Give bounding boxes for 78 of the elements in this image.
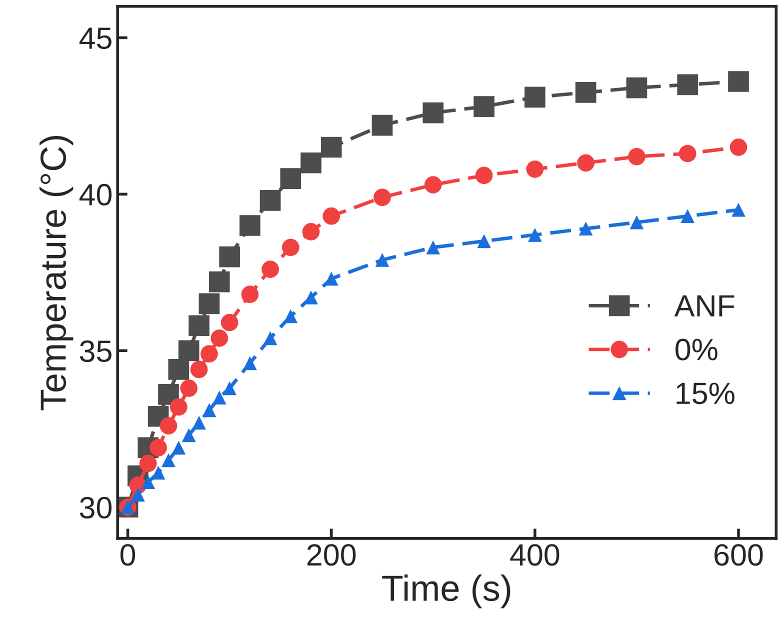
point: [200, 345, 218, 362]
legend-label: 0%: [676, 338, 718, 360]
point: [678, 144, 696, 162]
point: [324, 272, 338, 286]
point: [168, 359, 190, 380]
point: [302, 223, 320, 240]
point: [575, 82, 596, 103]
point: [626, 77, 648, 98]
point: [528, 228, 542, 242]
point: [263, 331, 278, 346]
point: [162, 453, 176, 468]
x-tick-label: 600: [714, 544, 763, 566]
point: [202, 403, 216, 418]
point: [180, 380, 198, 397]
point: [284, 309, 298, 324]
y-tick-label: 30: [80, 496, 112, 519]
point: [131, 488, 145, 502]
legend-label: 15%: [676, 382, 734, 404]
point: [374, 188, 391, 206]
point: [300, 152, 322, 174]
point: [141, 475, 156, 490]
point: [212, 390, 226, 405]
point: [241, 286, 259, 304]
point: [178, 340, 200, 362]
point: [475, 166, 493, 184]
point: [426, 240, 440, 254]
x-axis-title: Time (s): [382, 574, 510, 608]
point: [375, 252, 390, 267]
point: [219, 246, 240, 268]
x-tick-label: 200: [307, 544, 356, 566]
point: [628, 148, 646, 166]
point: [242, 356, 257, 370]
point: [424, 176, 442, 194]
point: [422, 102, 444, 124]
point: [320, 136, 342, 158]
point: [188, 315, 210, 336]
point: [677, 74, 698, 96]
point: [210, 329, 228, 347]
point: [630, 215, 644, 230]
point: [730, 138, 748, 156]
point: [577, 154, 594, 172]
point: [198, 293, 220, 314]
point: [304, 290, 318, 304]
point: [160, 417, 178, 434]
x-tick-label: 400: [510, 544, 560, 566]
point: [524, 86, 546, 108]
point: [151, 466, 166, 480]
point: [282, 238, 300, 256]
point: [192, 416, 206, 430]
point: [222, 381, 237, 396]
point: [170, 398, 188, 416]
point: [372, 114, 393, 136]
point: [158, 384, 179, 405]
point: [477, 234, 491, 248]
point: [208, 271, 230, 292]
point: [262, 260, 279, 278]
point: [172, 440, 186, 455]
y-axis-title: Temperature (°C): [40, 136, 74, 410]
point: [474, 96, 494, 117]
point: [578, 222, 593, 236]
point: [260, 190, 281, 211]
point: [728, 71, 749, 92]
point: [220, 314, 238, 332]
point: [139, 454, 157, 472]
point: [150, 439, 167, 456]
point: [182, 428, 196, 442]
point: [732, 202, 746, 217]
point: [322, 207, 340, 225]
y-tick-label: 40: [79, 184, 112, 206]
legend-label: ANF: [674, 295, 734, 316]
y-tick-label: 45: [79, 28, 112, 50]
y-tick-label: 35: [80, 340, 112, 362]
point: [190, 360, 208, 378]
point: [526, 160, 544, 178]
point: [280, 168, 302, 189]
point: [680, 209, 695, 224]
point: [240, 215, 260, 236]
x-tick-label: 0: [120, 544, 136, 566]
